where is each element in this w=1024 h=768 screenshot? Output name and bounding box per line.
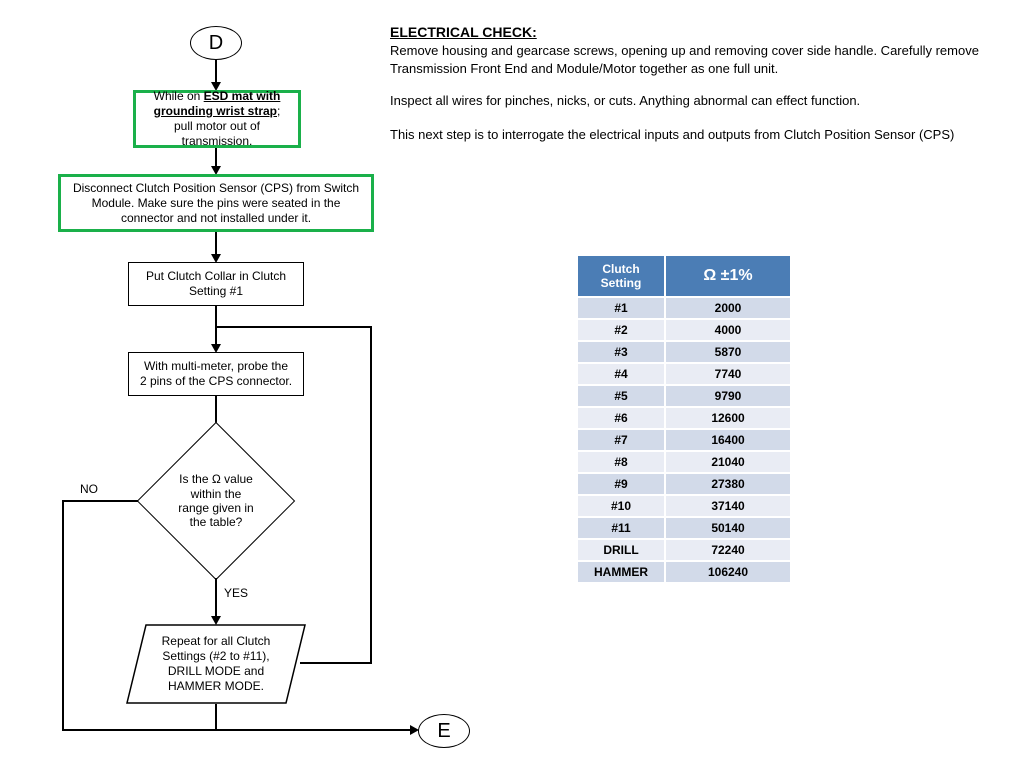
table-row: DRILL72240 bbox=[577, 539, 791, 561]
step4-text: With multi-meter, probe the 2 pins of th… bbox=[139, 359, 293, 389]
table-cell-setting: #11 bbox=[577, 517, 665, 539]
terminal-start-label: D bbox=[209, 32, 223, 55]
table-row: #927380 bbox=[577, 473, 791, 495]
heading-electrical-check: ELECTRICAL CHECK: bbox=[390, 24, 537, 40]
loop-text: Repeat for all Clutch Settings (#2 to #1… bbox=[148, 634, 284, 694]
decision-text: Is the Ω value within the range given in… bbox=[174, 472, 258, 530]
ohm-table: Clutch Setting Ω ±1% #12000#24000#35870#… bbox=[576, 254, 792, 584]
table-cell-value: 27380 bbox=[665, 473, 791, 495]
table-row: #1037140 bbox=[577, 495, 791, 517]
table-cell-setting: HAMMER bbox=[577, 561, 665, 583]
table-cell-setting: DRILL bbox=[577, 539, 665, 561]
table-cell-value: 106240 bbox=[665, 561, 791, 583]
table-cell-value: 37140 bbox=[665, 495, 791, 517]
yes-label: YES bbox=[224, 586, 248, 600]
table-row: #821040 bbox=[577, 451, 791, 473]
terminal-end: E bbox=[418, 714, 470, 748]
ohm-table-header-value: Ω ±1% bbox=[665, 255, 791, 297]
table-cell-value: 9790 bbox=[665, 385, 791, 407]
table-cell-setting: #10 bbox=[577, 495, 665, 517]
step3-text: Put Clutch Collar in Clutch Setting #1 bbox=[139, 269, 293, 299]
table-cell-value: 4000 bbox=[665, 319, 791, 341]
table-cell-value: 12600 bbox=[665, 407, 791, 429]
table-cell-setting: #6 bbox=[577, 407, 665, 429]
table-cell-setting: #4 bbox=[577, 363, 665, 385]
table-row: HAMMER106240 bbox=[577, 561, 791, 583]
table-cell-setting: #8 bbox=[577, 451, 665, 473]
table-row: #35870 bbox=[577, 341, 791, 363]
table-cell-setting: #2 bbox=[577, 319, 665, 341]
terminal-end-label: E bbox=[437, 720, 450, 743]
step2-text: Disconnect Clutch Position Sensor (CPS) … bbox=[71, 181, 361, 226]
paragraph-3: This next step is to interrogate the ele… bbox=[390, 126, 1010, 144]
table-row: #1150140 bbox=[577, 517, 791, 539]
table-row: #12000 bbox=[577, 297, 791, 319]
step-probe-pins: With multi-meter, probe the 2 pins of th… bbox=[128, 352, 304, 396]
terminal-start: D bbox=[190, 26, 242, 60]
step-esd-mat: While on ESD mat with grounding wrist st… bbox=[133, 90, 301, 148]
table-cell-value: 72240 bbox=[665, 539, 791, 561]
table-cell-setting: #9 bbox=[577, 473, 665, 495]
decision-ohm-range: Is the Ω value within the range given in… bbox=[160, 445, 272, 557]
table-cell-setting: #1 bbox=[577, 297, 665, 319]
table-row: #612600 bbox=[577, 407, 791, 429]
table-cell-value: 7740 bbox=[665, 363, 791, 385]
table-cell-setting: #5 bbox=[577, 385, 665, 407]
table-cell-value: 16400 bbox=[665, 429, 791, 451]
no-label: NO bbox=[80, 482, 98, 496]
table-row: #716400 bbox=[577, 429, 791, 451]
table-row: #24000 bbox=[577, 319, 791, 341]
ohm-table-header-setting: Clutch Setting bbox=[577, 255, 665, 297]
step-clutch-collar: Put Clutch Collar in Clutch Setting #1 bbox=[128, 262, 304, 306]
table-cell-value: 2000 bbox=[665, 297, 791, 319]
paragraph-2: Inspect all wires for pinches, nicks, or… bbox=[390, 92, 1000, 110]
step-disconnect-cps: Disconnect Clutch Position Sensor (CPS) … bbox=[58, 174, 374, 232]
table-cell-setting: #3 bbox=[577, 341, 665, 363]
table-cell-value: 5870 bbox=[665, 341, 791, 363]
table-cell-value: 21040 bbox=[665, 451, 791, 473]
step1-pre: While on bbox=[154, 89, 204, 103]
table-row: #47740 bbox=[577, 363, 791, 385]
table-row: #59790 bbox=[577, 385, 791, 407]
table-cell-setting: #7 bbox=[577, 429, 665, 451]
table-cell-value: 50140 bbox=[665, 517, 791, 539]
loop-repeat-settings: Repeat for all Clutch Settings (#2 to #1… bbox=[126, 624, 306, 704]
paragraph-1: Remove housing and gearcase screws, open… bbox=[390, 42, 1000, 77]
